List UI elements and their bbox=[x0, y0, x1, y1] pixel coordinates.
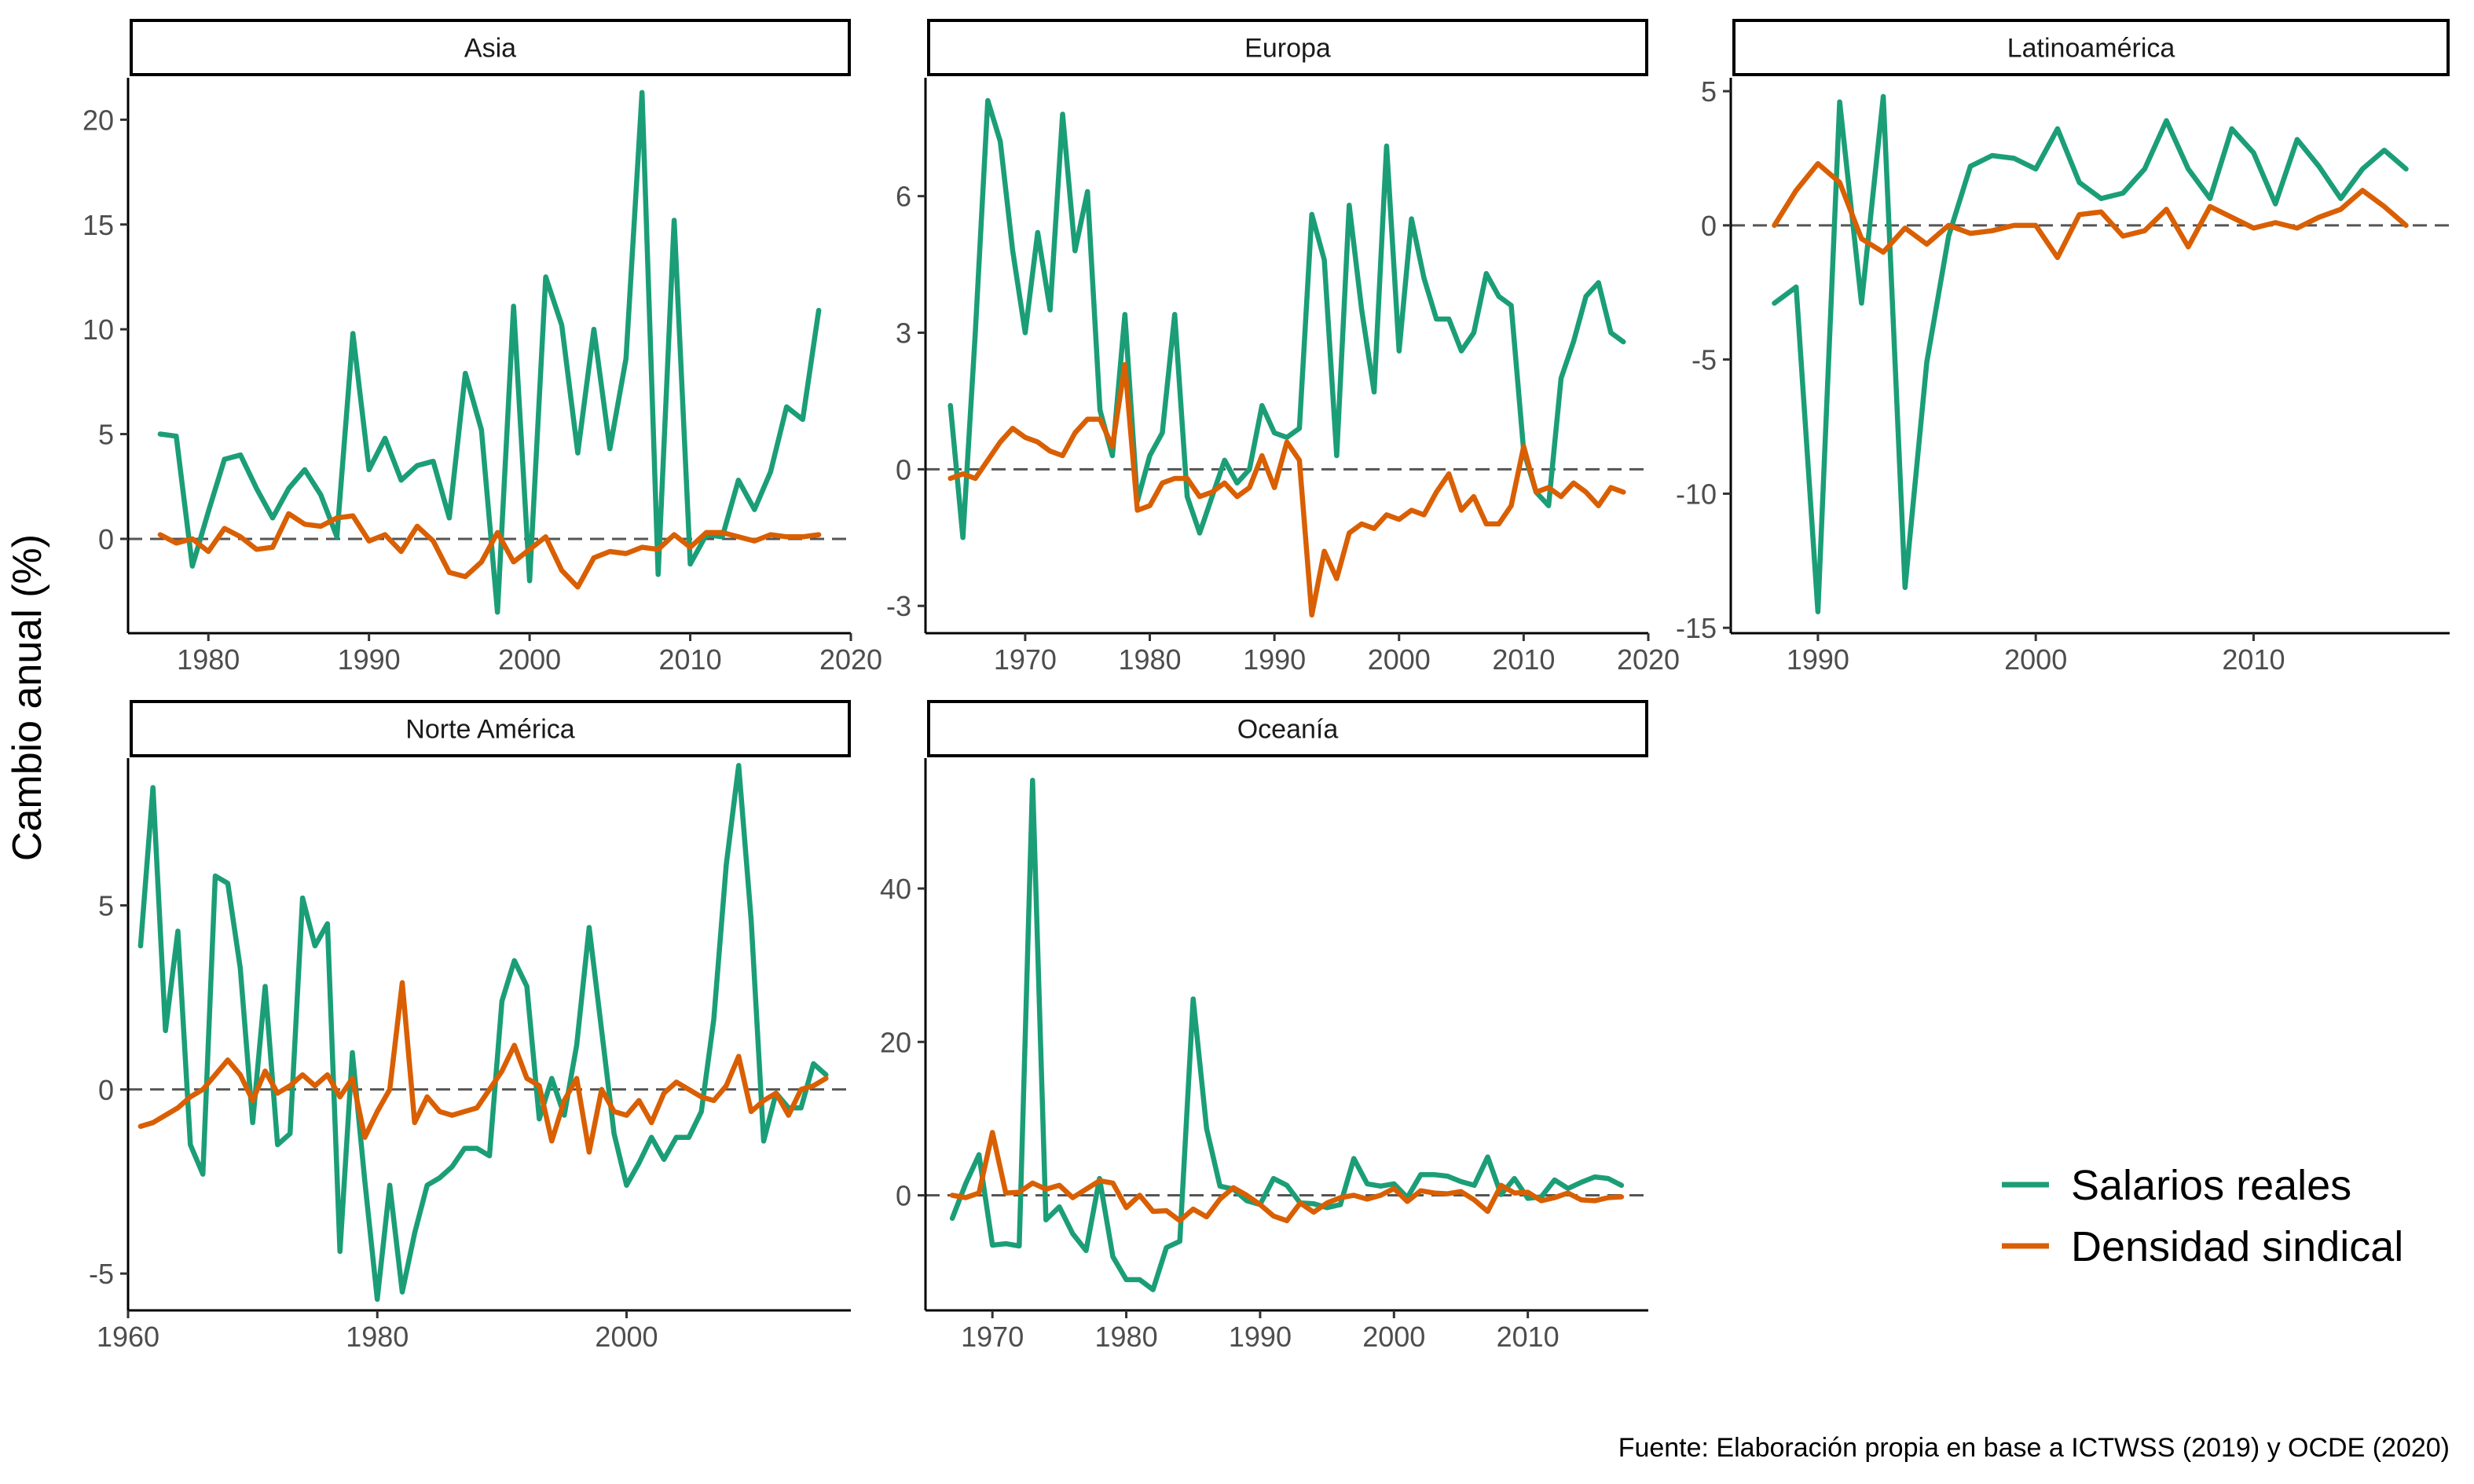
legend: Salarios reales Densidad sindical bbox=[2002, 1162, 2403, 1270]
y-tick-label: 0 bbox=[896, 453, 911, 486]
legend-label-wages: Salarios reales bbox=[2071, 1162, 2351, 1209]
series-line-salarios-reales-oceania bbox=[949, 778, 1625, 1292]
strip-latinoamerica bbox=[1732, 19, 2450, 76]
x-tick-label: 2010 bbox=[1492, 643, 1555, 676]
series-line-densidad-sindical-norte-america bbox=[137, 980, 829, 1155]
series-line-densidad-sindical-oceania bbox=[949, 1130, 1625, 1224]
strip-oceania bbox=[927, 700, 1648, 757]
y-tick-label: 0 bbox=[1701, 210, 1717, 242]
y-tick-label: 3 bbox=[896, 317, 911, 350]
series-line-salarios-reales-latinoamerica bbox=[1772, 93, 2409, 614]
x-tick-label: 1960 bbox=[97, 1321, 159, 1353]
x-tick-label: 2000 bbox=[595, 1321, 658, 1353]
series-line-densidad-sindical-europa bbox=[947, 361, 1626, 618]
x-tick-label: 2010 bbox=[659, 643, 722, 676]
strip-label-europa: Europa bbox=[1244, 34, 1331, 64]
x-tick-label: 2020 bbox=[819, 643, 882, 676]
strip-label-latinoamerica: Latinoamérica bbox=[2007, 34, 2175, 64]
y-tick-label: 40 bbox=[880, 873, 911, 905]
x-tick-label: 2000 bbox=[498, 643, 561, 676]
panel-latinoamerica: Latinoamérica -15 -10 -5 0 5 1990 2000 2010 bbox=[1676, 19, 2450, 676]
y-tick-label: 5 bbox=[1701, 75, 1717, 108]
x-tick-label: 2000 bbox=[1368, 643, 1431, 676]
source-caption: Fuente: Elaboración propia en base a ICT… bbox=[1618, 1433, 2450, 1463]
x-tick-label: 1990 bbox=[338, 643, 401, 676]
strip-europa bbox=[927, 19, 1648, 76]
strip-label-norte-america: Norte América bbox=[405, 715, 574, 745]
x-tick-label: 1990 bbox=[1229, 1321, 1292, 1353]
x-tick-label: 1990 bbox=[1787, 643, 1849, 676]
strip-label-oceania: Oceanía bbox=[1237, 715, 1339, 745]
series-line-salarios-reales-europa bbox=[947, 97, 1626, 540]
series-line-densidad-sindical-asia bbox=[157, 511, 822, 590]
panel-asia: Asia 0 5 10 15 20 1980 1990 2000 2010 2020 bbox=[82, 19, 882, 676]
legend-label-union: Densidad sindical bbox=[2071, 1223, 2403, 1270]
x-tick-label: 1970 bbox=[961, 1321, 1024, 1353]
y-tick-label: -5 bbox=[89, 1258, 114, 1290]
y-tick-label: 10 bbox=[82, 313, 114, 346]
y-axis-title: Cambio anual (%) bbox=[5, 534, 50, 861]
y-tick-label: 0 bbox=[896, 1180, 911, 1212]
y-tick-label: -3 bbox=[886, 590, 911, 622]
y-tick-label: -10 bbox=[1676, 478, 1717, 510]
x-tick-label: 1970 bbox=[994, 643, 1057, 676]
y-tick-label: 6 bbox=[896, 181, 911, 213]
y-tick-label: -15 bbox=[1676, 612, 1717, 644]
x-tick-label: 2000 bbox=[1362, 1321, 1425, 1353]
x-tick-label: 1980 bbox=[177, 643, 240, 676]
strip-label-asia: Asia bbox=[464, 34, 516, 64]
strip-norte-america bbox=[130, 700, 851, 757]
panel-oceania: Oceanía 0 20 40 1970 1980 1990 2000 2010 bbox=[880, 700, 1648, 1353]
panel-norte-america: Norte América -5 0 5 1960 1980 2000 bbox=[89, 700, 851, 1353]
x-tick-label: 1990 bbox=[1243, 643, 1306, 676]
series-line-densidad-sindical-latinoamerica bbox=[1772, 161, 2409, 261]
y-tick-label: 20 bbox=[82, 104, 114, 136]
x-tick-label: 2010 bbox=[1497, 1321, 1560, 1353]
x-tick-label: 1980 bbox=[346, 1321, 409, 1353]
x-tick-label: 2000 bbox=[2004, 643, 2067, 676]
x-tick-label: 2010 bbox=[2222, 643, 2285, 676]
strip-asia bbox=[130, 19, 851, 76]
x-tick-label: 1980 bbox=[1118, 643, 1181, 676]
y-tick-label: -5 bbox=[1691, 344, 1717, 376]
x-tick-label: 2020 bbox=[1617, 643, 1680, 676]
y-tick-label: 0 bbox=[98, 1074, 114, 1106]
y-tick-label: 5 bbox=[98, 419, 114, 451]
y-tick-label: 0 bbox=[98, 523, 114, 555]
x-tick-label: 1980 bbox=[1095, 1321, 1158, 1353]
y-tick-label: 15 bbox=[82, 209, 114, 241]
panel-europa: Europa -3 0 3 6 1970 1980 1990 2000 2010 2020 bbox=[886, 19, 1680, 676]
y-tick-label: 20 bbox=[880, 1026, 911, 1058]
y-tick-label: 5 bbox=[98, 889, 114, 922]
